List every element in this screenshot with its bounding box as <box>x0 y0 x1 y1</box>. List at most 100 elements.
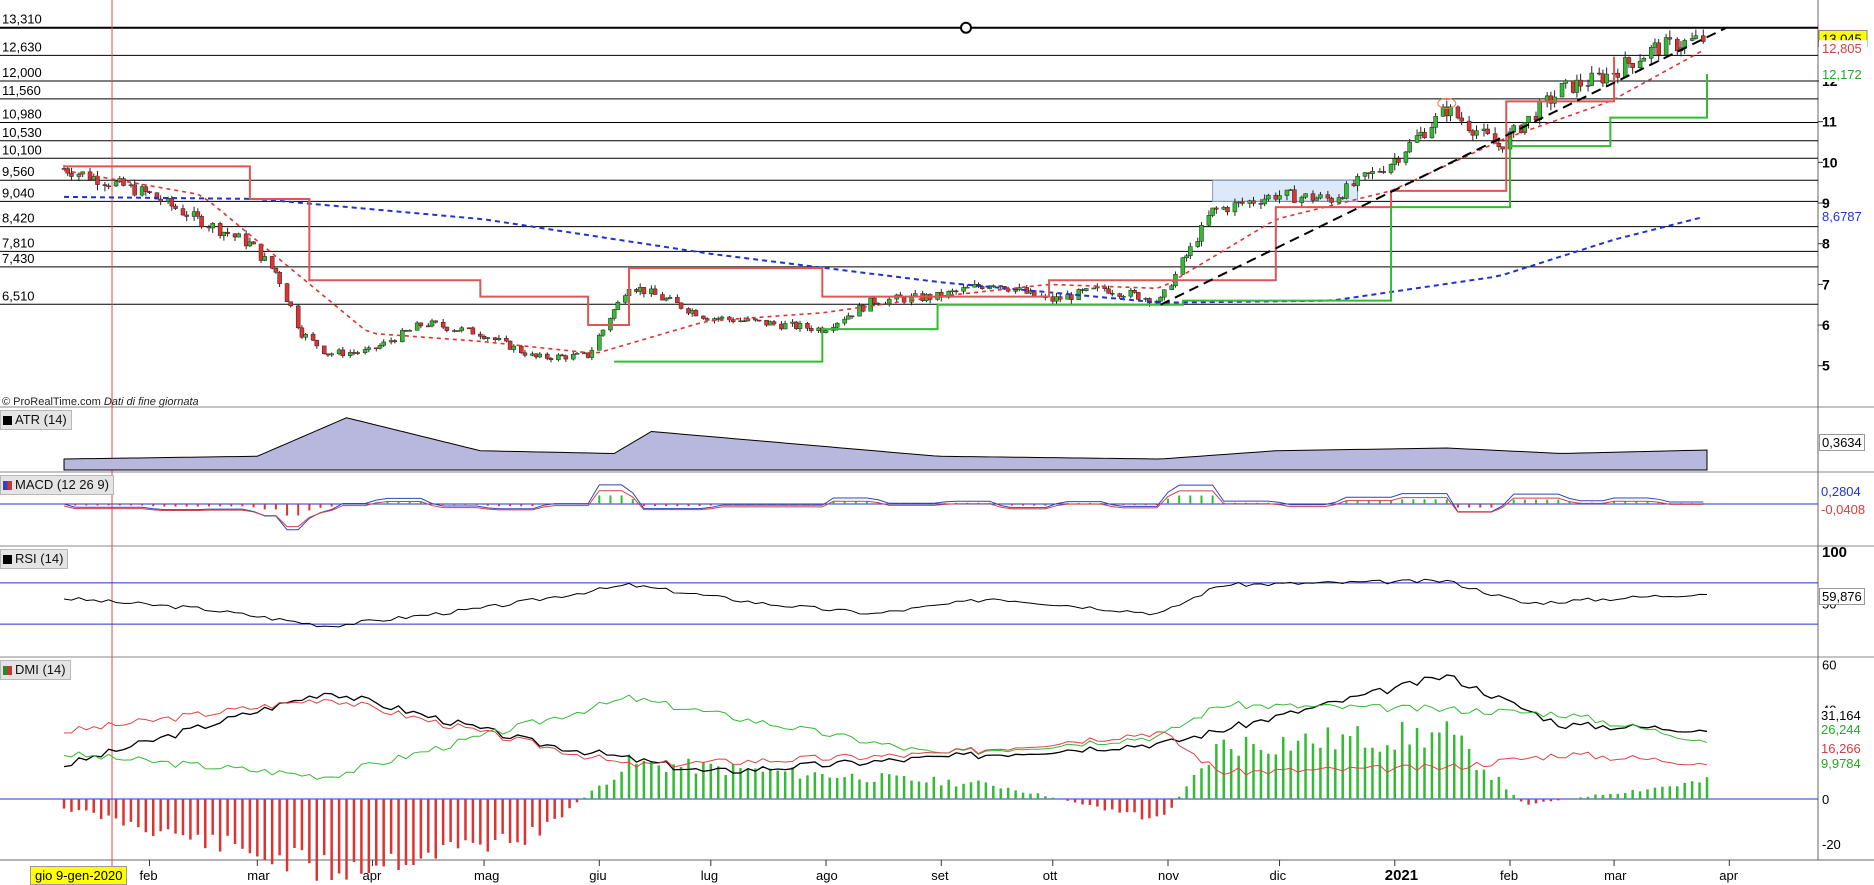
candle-body <box>1652 42 1658 48</box>
candle-body <box>1600 73 1606 84</box>
candle-body <box>1585 85 1591 87</box>
price-tick-label: 10 <box>1822 154 1838 170</box>
candle-body <box>1236 201 1241 204</box>
candle-body <box>221 231 227 236</box>
candle-body <box>1637 60 1643 68</box>
candle-body <box>173 205 178 209</box>
candle-body <box>771 321 777 325</box>
candle-body <box>1143 298 1148 300</box>
candle-body <box>414 322 420 331</box>
rsi-value: 59,876 <box>1819 588 1865 605</box>
candle-body <box>1429 127 1435 139</box>
rsi-panel-title[interactable]: RSI (14) <box>0 549 69 569</box>
candle-body <box>1656 42 1661 56</box>
cursor-date-box: gio 9-gen-2020 <box>30 866 128 885</box>
candle-body <box>872 297 877 304</box>
candle-body <box>1403 151 1409 163</box>
candle-body <box>1481 128 1487 131</box>
candle-body <box>675 296 680 304</box>
candle-body <box>466 327 472 330</box>
candle-body <box>504 337 509 342</box>
candle-body <box>1221 207 1227 210</box>
level-label: 6,510 <box>2 288 35 303</box>
macd-panel-title[interactable]: MACD (12 26 9) <box>0 475 114 495</box>
candle-body <box>1210 207 1215 216</box>
time-tick-label: lug <box>701 868 718 883</box>
level-label: 9,040 <box>2 185 35 200</box>
candle-body <box>1344 183 1349 199</box>
candle-body <box>559 354 565 357</box>
candle-body <box>1496 143 1502 147</box>
time-tick-label: dic <box>1270 868 1287 883</box>
candle-body <box>860 305 866 312</box>
candle-body <box>1303 193 1308 198</box>
price-label-box <box>1819 208 1867 225</box>
candle-body <box>496 337 502 341</box>
candle-body <box>76 173 82 177</box>
candle-body <box>1240 201 1245 204</box>
time-tick-label: mar <box>1604 868 1627 883</box>
candle-body <box>1288 189 1293 192</box>
candle-body <box>1184 255 1189 259</box>
candle-body <box>794 321 799 329</box>
candle-body <box>571 353 576 360</box>
time-tick-label: ott <box>1043 868 1058 883</box>
candle-body <box>1195 241 1201 247</box>
candle-body <box>1596 72 1602 75</box>
candle-body <box>366 347 372 350</box>
level-label: 10,530 <box>2 125 42 140</box>
candle-body <box>1381 171 1386 173</box>
candle-body <box>1500 146 1505 150</box>
candle-body <box>225 231 230 234</box>
candle-body <box>1630 63 1635 68</box>
candle-body <box>868 297 873 312</box>
candle-body <box>663 298 669 301</box>
candle-body <box>961 287 966 292</box>
candle-body <box>1336 197 1342 203</box>
candle-body <box>258 243 264 261</box>
level-label: 7,430 <box>2 251 35 266</box>
candle-body <box>816 327 821 331</box>
candle-body <box>522 352 528 356</box>
candle-body <box>329 353 334 356</box>
candle-body <box>782 323 788 330</box>
annotation-ellipse <box>1437 97 1457 109</box>
candle-body <box>533 353 539 358</box>
dmi-plus-line <box>63 694 1708 780</box>
dmi-panel-title[interactable]: DMI (14) <box>0 660 71 680</box>
candle-body <box>742 320 747 323</box>
candle-body <box>1366 172 1371 174</box>
candle-body <box>61 168 67 170</box>
candle-body <box>340 349 346 356</box>
candle-body <box>1377 171 1383 173</box>
candle-body <box>1474 130 1479 136</box>
atr-panel-title[interactable]: ATR (14) <box>0 410 72 430</box>
candle-body <box>1110 292 1115 295</box>
candle-body <box>805 323 810 329</box>
candle-body <box>154 192 160 200</box>
candle-body <box>288 301 294 307</box>
candle-body <box>548 358 554 361</box>
candle-body <box>738 320 743 323</box>
candle-body <box>842 318 847 324</box>
candle-body <box>262 256 267 261</box>
candle-body <box>556 354 561 361</box>
candle-body <box>823 330 829 333</box>
candle-body <box>1578 79 1583 87</box>
candle-body <box>355 352 360 354</box>
candle-body <box>1050 296 1056 302</box>
dmi-value-adx: 31,164 <box>1819 708 1863 723</box>
candle-body <box>132 184 137 196</box>
candle-body <box>1589 72 1595 86</box>
candle-body <box>1017 287 1022 290</box>
series-resistance <box>64 56 1616 327</box>
candle-body <box>492 337 498 341</box>
candle-body <box>1262 198 1267 205</box>
price-tick-label: 5 <box>1822 358 1830 374</box>
candle-body <box>381 341 386 346</box>
candle-body <box>1273 194 1279 200</box>
price-tick-label: 7 <box>1822 276 1830 292</box>
candle-body <box>1292 189 1297 203</box>
candle-body <box>972 283 977 288</box>
candle-body <box>701 315 706 319</box>
